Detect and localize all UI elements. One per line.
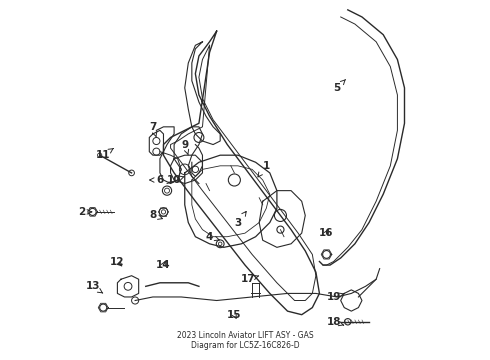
Text: 1: 1 [258,161,270,177]
Text: 13: 13 [85,281,103,293]
Text: 12: 12 [110,257,124,266]
Text: 9: 9 [181,140,189,155]
Text: 11: 11 [96,148,113,160]
Text: 15: 15 [227,310,242,320]
Text: 19: 19 [326,292,343,302]
Text: 7: 7 [149,122,157,137]
Text: 5: 5 [334,80,345,93]
Text: 14: 14 [156,260,171,270]
Text: 4: 4 [206,232,219,242]
Text: 17: 17 [241,274,259,284]
Text: 10: 10 [167,175,184,185]
Text: 6: 6 [149,175,164,185]
Text: 16: 16 [319,228,334,238]
Text: 2: 2 [78,207,92,217]
Text: 18: 18 [326,317,343,327]
Text: 8: 8 [149,211,163,220]
Text: 3: 3 [234,211,246,228]
Text: 2023 Lincoln Aviator LIFT ASY - GAS
Diagram for LC5Z-16C826-D: 2023 Lincoln Aviator LIFT ASY - GAS Diag… [177,331,313,350]
